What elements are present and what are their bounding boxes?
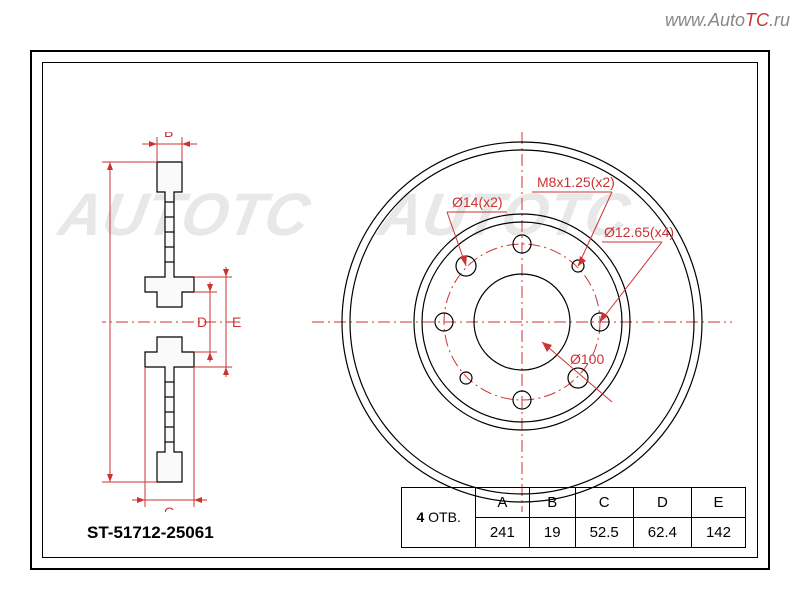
dim-e-label: E: [232, 314, 241, 330]
callout-hole14: Ø14(x2): [452, 194, 503, 210]
val-c: 52.5: [575, 518, 633, 548]
url-mid: Auto: [708, 10, 745, 30]
val-e: 142: [691, 518, 745, 548]
hole-count: 4: [416, 509, 424, 525]
col-c: C: [575, 488, 633, 518]
hole-suffix: ОТВ.: [428, 509, 461, 525]
dimension-table: 4 ОТВ. A B C D E 241 19 52.5 62.4 142: [401, 487, 746, 548]
callout-thread: M8x1.25(x2): [537, 174, 615, 190]
val-a: 241: [475, 518, 529, 548]
val-d: 62.4: [633, 518, 691, 548]
dim-d-label: D: [197, 314, 207, 330]
hole-count-cell: 4 ОТВ.: [402, 488, 475, 548]
url-red: TC: [745, 10, 769, 30]
col-b: B: [529, 488, 575, 518]
callout-bore: Ø100: [570, 351, 604, 367]
col-a: A: [475, 488, 529, 518]
col-e: E: [691, 488, 745, 518]
drawing-frame-outer: B A C D E: [30, 50, 770, 570]
url-prefix: www.: [665, 10, 708, 30]
table-header-row: 4 ОТВ. A B C D E: [402, 488, 746, 518]
callout-hole1265: Ø12.65(x4): [604, 224, 674, 240]
dim-c-label: C: [164, 504, 174, 512]
part-number: ST-51712-25061: [87, 523, 214, 543]
val-b: 19: [529, 518, 575, 548]
section-view: B A C D E: [102, 132, 242, 512]
url-suffix: .ru: [769, 10, 790, 30]
dim-b-label: B: [164, 132, 173, 140]
face-view: Ø100 M8x1.25(x2) Ø14(x2) Ø12.65(x4): [312, 112, 732, 532]
col-d: D: [633, 488, 691, 518]
source-url: www.AutoTC.ru: [665, 10, 790, 31]
